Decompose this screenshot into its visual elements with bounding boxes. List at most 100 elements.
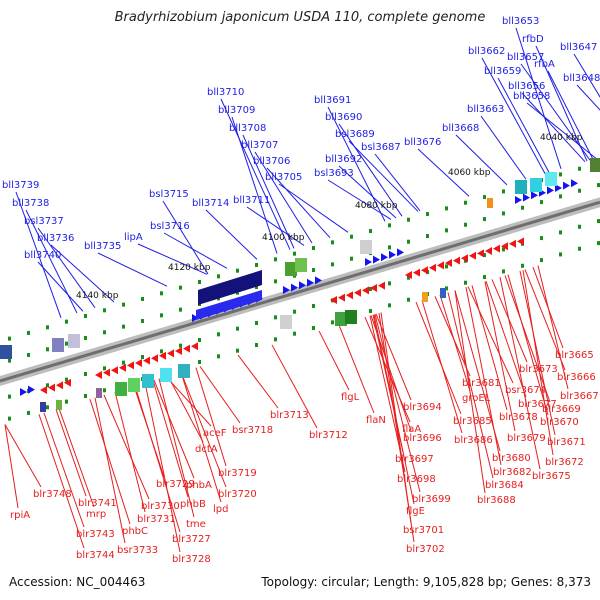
lane-tick — [198, 279, 201, 284]
forward-gene-label: lipA — [124, 232, 143, 243]
reverse-gene-arrow — [103, 368, 110, 377]
reverse-gene-arrow — [56, 381, 63, 390]
lane-tick — [46, 347, 49, 352]
reverse-gene-arrow — [370, 284, 377, 292]
lane-tick — [198, 337, 201, 342]
lane-tick — [255, 263, 258, 268]
lane-tick — [217, 332, 220, 337]
lane-tick — [198, 359, 201, 364]
forward-gene-arrow — [547, 186, 554, 195]
lane-tick — [426, 234, 429, 239]
forward-gene-label: bsl3689 — [335, 129, 375, 140]
forward-leader-line — [266, 167, 331, 238]
lane-tick — [597, 183, 600, 188]
forward-gene-label: bll3648 — [563, 73, 600, 84]
lane-tick — [312, 268, 315, 273]
forward-leader-line — [242, 134, 295, 249]
lane-tick — [559, 172, 562, 177]
lane-tick — [312, 246, 315, 251]
lane-tick — [141, 318, 144, 323]
lane-tick — [578, 188, 581, 193]
reverse-gene-label: blr3696 — [403, 433, 442, 444]
reverse-gene-arrow — [64, 378, 71, 387]
reverse-leader-line — [378, 312, 415, 543]
reverse-gene-label: blr3680 — [492, 453, 531, 464]
scale-label: 4140 kbp — [76, 291, 119, 301]
reverse-leader-line — [103, 394, 150, 500]
lane-tick — [502, 211, 505, 216]
forward-leader-line — [137, 243, 208, 275]
gene-feature-block — [178, 364, 190, 378]
lane-tick — [46, 405, 49, 410]
reverse-leader-line — [465, 287, 502, 466]
lane-tick — [540, 200, 543, 205]
lane-tick — [331, 320, 334, 325]
forward-gene-arrow — [381, 253, 388, 262]
lane-tick — [84, 393, 87, 398]
lane-tick — [388, 245, 391, 250]
reverse-gene-arrow — [354, 288, 361, 297]
lane-tick — [255, 343, 258, 348]
reverse-gene-arrow — [135, 359, 142, 367]
lane-tick — [540, 236, 543, 241]
forward-leader-line — [515, 27, 562, 169]
lane-tick — [274, 337, 277, 342]
forward-gene-label: bll3668 — [442, 123, 479, 134]
reverse-gene-arrow — [445, 259, 452, 267]
forward-gene-arrow — [315, 276, 322, 285]
lane-tick — [578, 166, 581, 171]
lane-tick — [84, 313, 87, 318]
lane-tick — [483, 275, 486, 280]
forward-gene-arrow — [531, 191, 538, 200]
lane-tick — [445, 228, 448, 233]
forward-gene-label: bll3692 — [325, 154, 362, 165]
reverse-gene-arrow — [461, 254, 468, 263]
reverse-leader-line — [4, 424, 19, 509]
reverse-gene-label: blr3685 — [453, 416, 492, 427]
forward-leader-line — [37, 227, 96, 308]
forward-leader-line — [338, 165, 397, 219]
forward-leader-line — [547, 70, 594, 160]
gene-marker — [422, 292, 428, 302]
reverse-leader-line — [180, 371, 222, 503]
reverse-gene-label: blr3670 — [540, 417, 579, 428]
forward-leader-line — [348, 140, 419, 212]
lane-tick — [46, 383, 49, 388]
lane-tick — [369, 309, 372, 314]
forward-gene-label: bll3662 — [468, 46, 505, 57]
lane-tick — [179, 343, 182, 348]
gene-feature-block — [52, 338, 64, 352]
lane-tick — [255, 321, 258, 326]
reverse-gene-arrow — [413, 268, 420, 277]
lane-tick — [27, 410, 30, 415]
reverse-leader-line — [484, 281, 516, 432]
reverse-gene-label: lpd — [213, 504, 228, 515]
forward-gene-arrow — [563, 181, 570, 190]
forward-gene-label: bsl3715 — [149, 189, 189, 200]
forward-leader-line — [573, 53, 600, 98]
lane-tick — [540, 258, 543, 263]
forward-gene-label: bll3647 — [560, 42, 597, 53]
reverse-gene-label: blr3698 — [397, 474, 436, 485]
forward-leader-line — [231, 116, 278, 254]
forward-leader-line — [162, 200, 209, 275]
forward-leader-line — [455, 134, 508, 186]
lane-tick — [597, 219, 600, 224]
forward-leader-line — [327, 179, 392, 220]
scale-label: 4120 kbp — [168, 263, 211, 273]
lane-tick — [350, 256, 353, 261]
lane-tick — [293, 309, 296, 314]
lane-tick — [236, 326, 239, 331]
accession-text: Accession: NC_004463 — [9, 575, 146, 589]
reverse-gene-label: blr3730 — [141, 501, 180, 512]
forward-gene-arrow — [291, 283, 298, 292]
reverse-leader-line — [374, 314, 421, 493]
lane-tick — [559, 230, 562, 235]
reverse-gene-label: blr3688 — [477, 495, 516, 506]
lane-tick — [274, 279, 277, 284]
forward-gene-label: bll3691 — [314, 95, 351, 106]
gene-feature-block — [68, 334, 80, 348]
forward-leader-line — [521, 92, 586, 163]
lane-tick — [407, 217, 410, 222]
